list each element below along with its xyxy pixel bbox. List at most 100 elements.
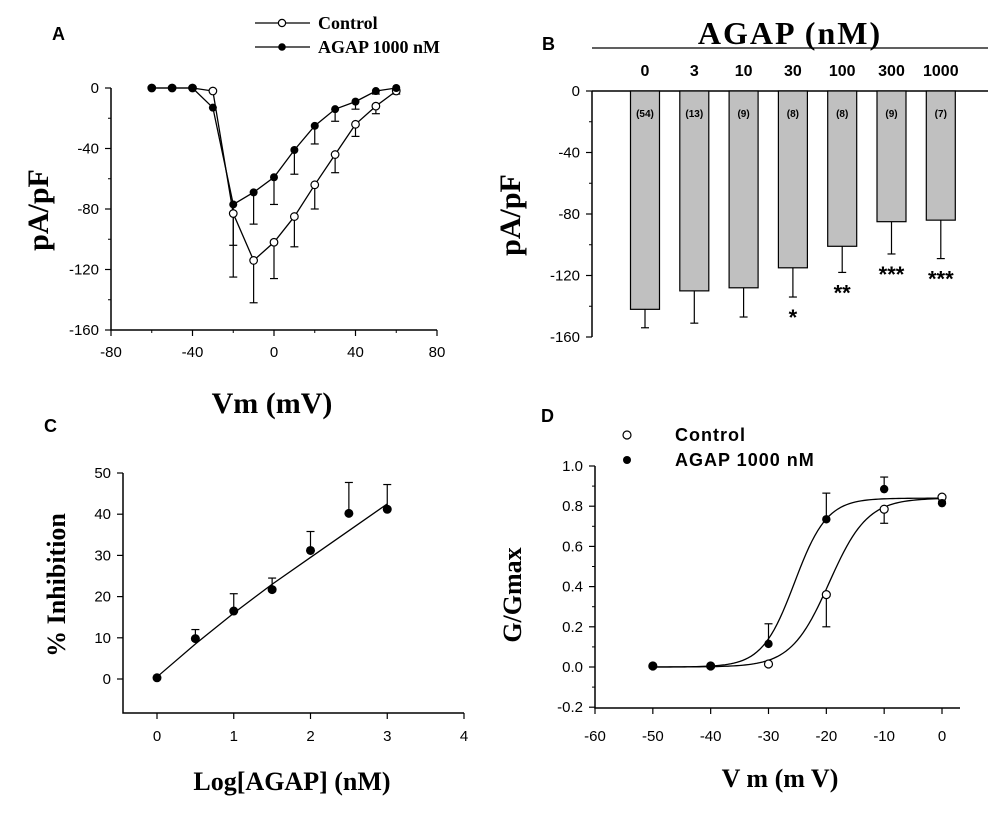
panel-d-xtick-label: 0 bbox=[938, 728, 946, 745]
panel-d-ytick-label: -0.2 bbox=[557, 699, 583, 716]
panel-d-xtick-label: -30 bbox=[758, 728, 780, 745]
panel-b-bar bbox=[925, 90, 956, 221]
panel-c-xtick-label: 0 bbox=[153, 728, 161, 745]
panel-a-point-agap bbox=[147, 84, 156, 92]
panel-d-point-agap bbox=[648, 661, 658, 671]
panel-c-xtick-label: 1 bbox=[230, 728, 238, 745]
panel-c-point bbox=[344, 508, 354, 518]
panel-b-category-label: 300 bbox=[878, 63, 905, 80]
panel-b-category-label: 0 bbox=[641, 63, 650, 80]
panel-c-xtick-label: 3 bbox=[383, 728, 391, 745]
panel-b-bar bbox=[679, 90, 710, 292]
panel-b-ytick-label: -120 bbox=[550, 268, 580, 285]
panel-c-ylabel: % Inhibition bbox=[42, 513, 71, 657]
panel-d-point-control bbox=[821, 590, 831, 600]
panel-d-xlabel: V m (m V) bbox=[722, 764, 839, 793]
panel-a-point-control bbox=[351, 119, 360, 129]
panel-b-ytick-label: -40 bbox=[558, 145, 580, 162]
panel-b-ylabel: pA/pF bbox=[494, 174, 527, 256]
panel-c-point bbox=[306, 545, 315, 555]
panel-d-chart: -60 -50 -40 -30 -20 -10 0 -0.2 0.0 0.2 0.4 0.6 0.8 1.… bbox=[498, 425, 960, 793]
panel-d-axes bbox=[594, 466, 960, 709]
panel-a-xtick-label: -80 bbox=[100, 344, 122, 361]
panel-d-xtick-label: -10 bbox=[873, 728, 895, 745]
panel-c-ytick-label: 20 bbox=[94, 589, 111, 606]
panel-c-xtick-label: 2 bbox=[306, 728, 314, 745]
legend-label-agap-d: AGAP 1000 nM bbox=[675, 450, 815, 470]
panel-b-header: AGAP (nM) bbox=[698, 15, 882, 51]
panel-d-point-agap bbox=[706, 661, 715, 671]
panel-d-ytick-label: 0.8 bbox=[562, 498, 583, 515]
panel-c-point bbox=[152, 673, 162, 683]
panel-a-point-agap bbox=[249, 188, 258, 197]
panel-d-ytick-label: 0.4 bbox=[562, 579, 583, 596]
panel-a-xlabel: Vm (mV) bbox=[212, 387, 333, 420]
panel-a-point-agap bbox=[310, 121, 319, 130]
panel-d-ytick-label: 1.0 bbox=[562, 458, 583, 475]
panel-a-xtick-label: 0 bbox=[270, 344, 278, 361]
panel-c-ytick-label: 0 bbox=[103, 671, 111, 688]
panel-b-n-label: (54) bbox=[636, 109, 654, 120]
panel-d-fit-agap bbox=[652, 497, 943, 668]
panel-c-axes bbox=[122, 473, 464, 714]
panel-a-point-agap bbox=[188, 84, 197, 92]
panel-b-bar bbox=[827, 90, 858, 247]
panel-a-ytick-label: -80 bbox=[77, 201, 99, 218]
panel-a-point-agap bbox=[168, 84, 177, 92]
panel-d-ylabel: G/Gmax bbox=[498, 547, 527, 642]
panel-a-xtick-label: -40 bbox=[182, 344, 204, 361]
panel-a-axes bbox=[110, 88, 437, 331]
panel-b-significance: * bbox=[789, 305, 798, 330]
panel-a-point-control bbox=[228, 209, 238, 218]
panel-a-point-agap bbox=[208, 103, 217, 112]
panel-c-xlabel: Log[AGAP] (nM) bbox=[193, 767, 390, 796]
legend-marker-control-d bbox=[622, 430, 632, 440]
panel-letter-d: D bbox=[541, 406, 554, 426]
panel-a-ytick-label: -160 bbox=[69, 322, 99, 339]
panel-b-n-label: (8) bbox=[787, 109, 799, 120]
legend-marker-agap bbox=[278, 43, 286, 51]
panel-d-ytick-label: 0.0 bbox=[562, 659, 583, 676]
panel-c-point bbox=[229, 606, 239, 616]
panel-b-ytick-label: -160 bbox=[550, 329, 580, 346]
panel-d-point-agap bbox=[879, 484, 889, 494]
panel-c-point bbox=[190, 634, 200, 644]
panel-c-point bbox=[382, 504, 392, 514]
panel-b-n-label: (7) bbox=[935, 109, 947, 120]
panel-b-chart: AGAP (nM) 0 -40 -80 -120 -160 0 (54) 3 (13) 10 (9)… bbox=[494, 15, 988, 346]
panel-b-n-label: (9) bbox=[885, 109, 897, 120]
panel-a-ytick-label: 0 bbox=[91, 80, 99, 97]
panel-a-point-control bbox=[371, 101, 381, 111]
legend-label-control: Control bbox=[318, 13, 378, 33]
panel-b-n-label: (9) bbox=[737, 109, 749, 120]
panel-b-bar bbox=[629, 90, 661, 310]
panel-d-xtick-label: -20 bbox=[815, 728, 837, 745]
panel-c-ytick-label: 40 bbox=[94, 506, 111, 523]
panel-d-point-control bbox=[763, 659, 774, 669]
panel-a-point-control bbox=[208, 86, 218, 96]
panel-a-point-control bbox=[269, 237, 279, 247]
panel-d-point-agap bbox=[822, 515, 831, 524]
panel-a-point-control bbox=[289, 212, 299, 221]
panel-a-point-agap bbox=[229, 200, 238, 209]
panel-c-ytick-label: 50 bbox=[94, 465, 111, 482]
panel-d-ytick-label: 0.6 bbox=[562, 538, 583, 555]
panel-b-category-label: 3 bbox=[690, 63, 699, 80]
panel-b-n-label: (8) bbox=[836, 109, 848, 120]
panel-b-category-label: 10 bbox=[735, 63, 753, 80]
panel-a-point-agap bbox=[392, 84, 401, 92]
panel-b-category-label: 1000 bbox=[923, 63, 959, 80]
panel-c-ytick-label: 30 bbox=[94, 547, 111, 564]
panel-a-xtick-label: 80 bbox=[429, 344, 446, 361]
legend-label-agap: AGAP 1000 nM bbox=[318, 37, 440, 57]
panel-d-xtick-label: -40 bbox=[700, 728, 722, 745]
panel-c-xtick-label: 4 bbox=[460, 728, 468, 745]
panel-d-ytick-label: 0.2 bbox=[562, 619, 583, 636]
panel-a-point-agap bbox=[290, 146, 299, 155]
panel-b-category-label: 100 bbox=[829, 63, 856, 80]
panel-a-point-control bbox=[249, 256, 259, 265]
panel-d-point-agap bbox=[764, 639, 773, 649]
panel-c-ytick-label: 10 bbox=[94, 630, 111, 647]
